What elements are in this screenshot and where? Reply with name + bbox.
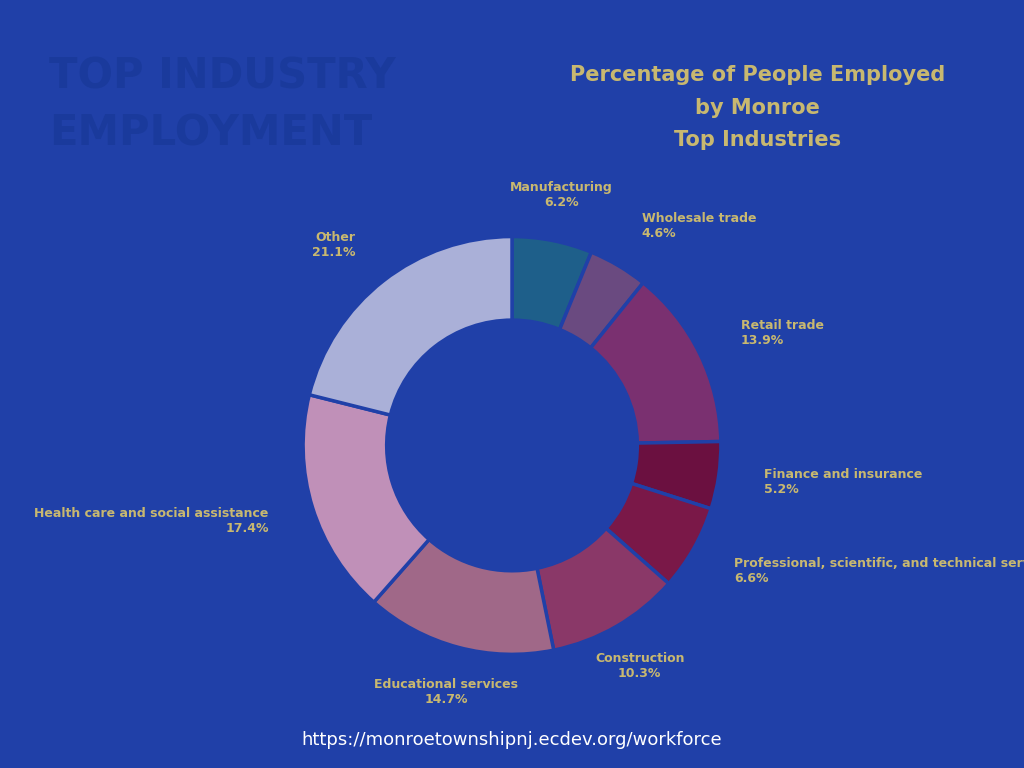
Wedge shape	[374, 539, 554, 654]
Text: Manufacturing
6.2%: Manufacturing 6.2%	[510, 181, 612, 210]
Text: Percentage of People Employed
by Monroe
Top Industries: Percentage of People Employed by Monroe …	[570, 65, 945, 151]
Wedge shape	[632, 442, 721, 508]
Wedge shape	[537, 528, 669, 650]
Wedge shape	[303, 395, 429, 602]
Text: TOP INDUSTRY: TOP INDUSTRY	[49, 55, 395, 98]
Wedge shape	[559, 252, 643, 348]
Wedge shape	[512, 237, 591, 329]
Text: Finance and insurance
5.2%: Finance and insurance 5.2%	[764, 468, 923, 496]
Wedge shape	[309, 237, 512, 415]
Text: Other
21.1%: Other 21.1%	[311, 230, 355, 259]
Text: Professional, scientific, and technical services
6.6%: Professional, scientific, and technical …	[734, 557, 1024, 585]
Text: Construction
10.3%: Construction 10.3%	[595, 652, 684, 680]
Wedge shape	[606, 483, 711, 584]
Text: Retail trade
13.9%: Retail trade 13.9%	[741, 319, 824, 347]
Text: Health care and social assistance
17.4%: Health care and social assistance 17.4%	[34, 507, 268, 535]
Text: https://monroetownshipnj.ecdev.org/workforce: https://monroetownshipnj.ecdev.org/workf…	[302, 731, 722, 750]
Text: EMPLOYMENT: EMPLOYMENT	[49, 112, 372, 154]
Text: Educational services
14.7%: Educational services 14.7%	[375, 677, 518, 706]
Wedge shape	[591, 283, 721, 443]
Text: Wholesale trade
4.6%: Wholesale trade 4.6%	[642, 212, 757, 240]
